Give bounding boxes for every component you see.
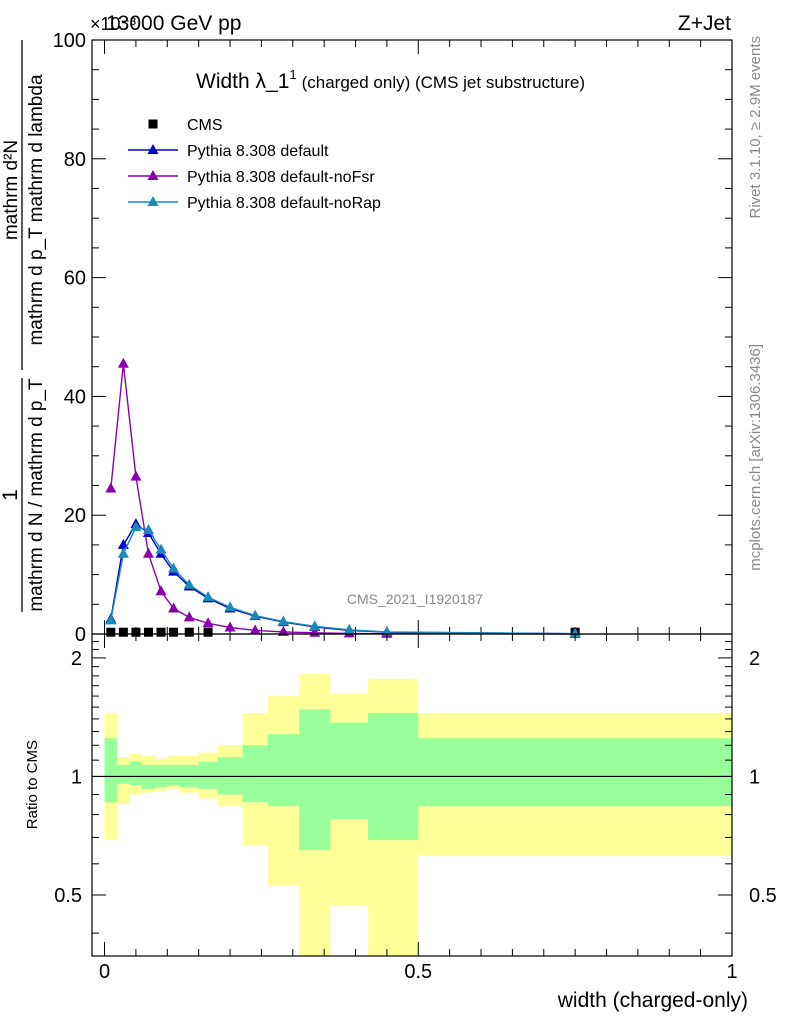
main-y-tick-label: 40	[64, 386, 86, 408]
data-point-cms	[118, 627, 128, 637]
data-point-noRap	[277, 615, 289, 626]
series-noRap	[105, 521, 581, 638]
legend-marker-noRap	[147, 196, 159, 206]
legend-item-default: Pythia 8.308 default	[128, 143, 329, 160]
data-point-noFsr	[130, 470, 142, 481]
legend-label-noFsr: Pythia 8.308 default-noFsr	[187, 169, 375, 186]
main-data-marks	[105, 357, 581, 638]
main-title-rest: (charged only) (CMS jet substructure)	[302, 73, 585, 92]
main-y-tick-label: 80	[64, 149, 86, 171]
data-point-noFsr	[168, 602, 180, 613]
ratio-frame	[91, 633, 733, 957]
ratio-y-label: Ratio to CMS	[24, 740, 41, 829]
legend-marker-noFsr	[147, 170, 159, 180]
main-axis-ticks: 0 20 40 60 80 100	[53, 30, 733, 646]
main-y-tick-label: 20	[64, 505, 86, 527]
data-point-noRap	[155, 543, 167, 554]
data-point-noFsr	[183, 611, 195, 622]
series-line-noRap	[110, 526, 576, 635]
analysis-watermark: CMS_2021_I1920187	[347, 591, 483, 607]
main-y-label: 1 mathrm d N / mathrm d p_T mathrm d²N m…	[0, 40, 47, 612]
data-point-cms	[203, 627, 213, 637]
main-y-tick-label: 60	[64, 268, 86, 290]
data-point-cms	[156, 627, 166, 637]
ratio-y-tick-label-right: 2	[749, 648, 760, 670]
ratio-y-tick-label: 2	[71, 648, 82, 670]
y-scale-exponent: ×10⁻³	[90, 14, 136, 34]
x-tick-label: 0.5	[404, 961, 432, 983]
ratio-y-tick-label: 0.5	[54, 885, 82, 907]
header-process-label: Z+Jet	[678, 12, 731, 35]
data-point-noFsr	[105, 482, 117, 493]
data-point-noRap	[130, 521, 142, 532]
data-point-noRap	[117, 547, 129, 558]
series-default	[105, 518, 581, 638]
main-y-tick-label: 0	[75, 624, 86, 646]
ratio-y-tick-label: 1	[71, 766, 82, 788]
main-panel: 0 20 40 60 80 100 Width λ_11 (charged only) (C…	[53, 30, 733, 646]
data-point-cms	[169, 627, 179, 637]
data-point-noFsr	[155, 585, 167, 596]
data-point-noFsr	[249, 624, 261, 635]
data-point-noRap	[168, 562, 180, 573]
legend-label-noRap: Pythia 8.308 default-noRap	[187, 195, 381, 212]
main-title: Width λ_11 (charged only) (CMS jet substr…	[196, 67, 585, 93]
y-label-den: mathrm d p_T mathrm d lambda	[26, 74, 47, 345]
data-point-noFsr	[117, 357, 129, 368]
data-point-noRap	[309, 620, 321, 631]
header-energy-label: 13000 GeV pp	[106, 12, 241, 35]
data-point-noRap	[224, 601, 236, 612]
data-point-cms	[131, 627, 141, 637]
ratio-bands	[92, 674, 733, 956]
legend-item-cms: CMS	[148, 117, 223, 134]
legend-label-cms: CMS	[187, 117, 223, 134]
ratio-panel: 0.5 0.5 1 1 2 2 0 0.5 1 Ratio to CMS width (char…	[24, 633, 777, 1012]
legend-label-default: Pythia 8.308 default	[187, 143, 329, 160]
data-point-noRap	[249, 609, 261, 620]
data-point-default	[117, 538, 129, 549]
data-point-noRap	[343, 623, 355, 634]
legend-item-noRap: Pythia 8.308 default-noRap	[128, 195, 381, 212]
series-line-default	[110, 523, 576, 635]
y-label-prefactor-num: 1	[0, 489, 22, 501]
x-axis-label: width (charged-only)	[557, 989, 748, 1012]
main-title-sup: 1	[289, 67, 296, 82]
ratio-y-tick-label-right: 0.5	[749, 885, 777, 907]
rivet-version-label: Rivet 3.1.10, ≥ 2.9M events	[747, 36, 764, 219]
mcplots-label: mcplots.cern.ch [arXiv:1306.3436]	[747, 344, 764, 571]
y-label-prefactor-den: mathrm d N / mathrm d p_T	[26, 378, 47, 612]
data-point-noRap	[569, 627, 581, 638]
data-point-noRap	[105, 614, 117, 625]
data-point-noRap	[142, 524, 154, 535]
x-tick-label: 1	[726, 961, 737, 983]
data-point-noFsr	[202, 617, 214, 628]
ratio-inner-band	[104, 709, 733, 851]
y-label-num: mathrm d²N	[1, 140, 22, 240]
series-noFsr	[105, 357, 581, 638]
series-line-noFsr	[110, 363, 576, 635]
legend-marker-default	[147, 144, 159, 154]
data-point-noRap	[202, 591, 214, 602]
data-point-noFsr	[224, 621, 236, 632]
legend-item-noFsr: Pythia 8.308 default-noFsr	[128, 169, 375, 186]
ratio-y-tick-label-right: 1	[749, 766, 760, 788]
data-point-cms	[184, 627, 194, 637]
data-point-noRap	[183, 578, 195, 589]
data-point-noFsr	[142, 547, 154, 558]
main-title-main: Width λ_1	[196, 70, 289, 93]
legend-marker-cms	[148, 119, 158, 129]
data-point-cms	[143, 627, 153, 637]
legend: CMS Pythia 8.308 default Pythia 8.308 defa…	[128, 117, 381, 212]
data-point-cms	[106, 627, 116, 637]
main-y-tick-label: 100	[53, 30, 86, 52]
x-tick-label: 0	[99, 961, 110, 983]
